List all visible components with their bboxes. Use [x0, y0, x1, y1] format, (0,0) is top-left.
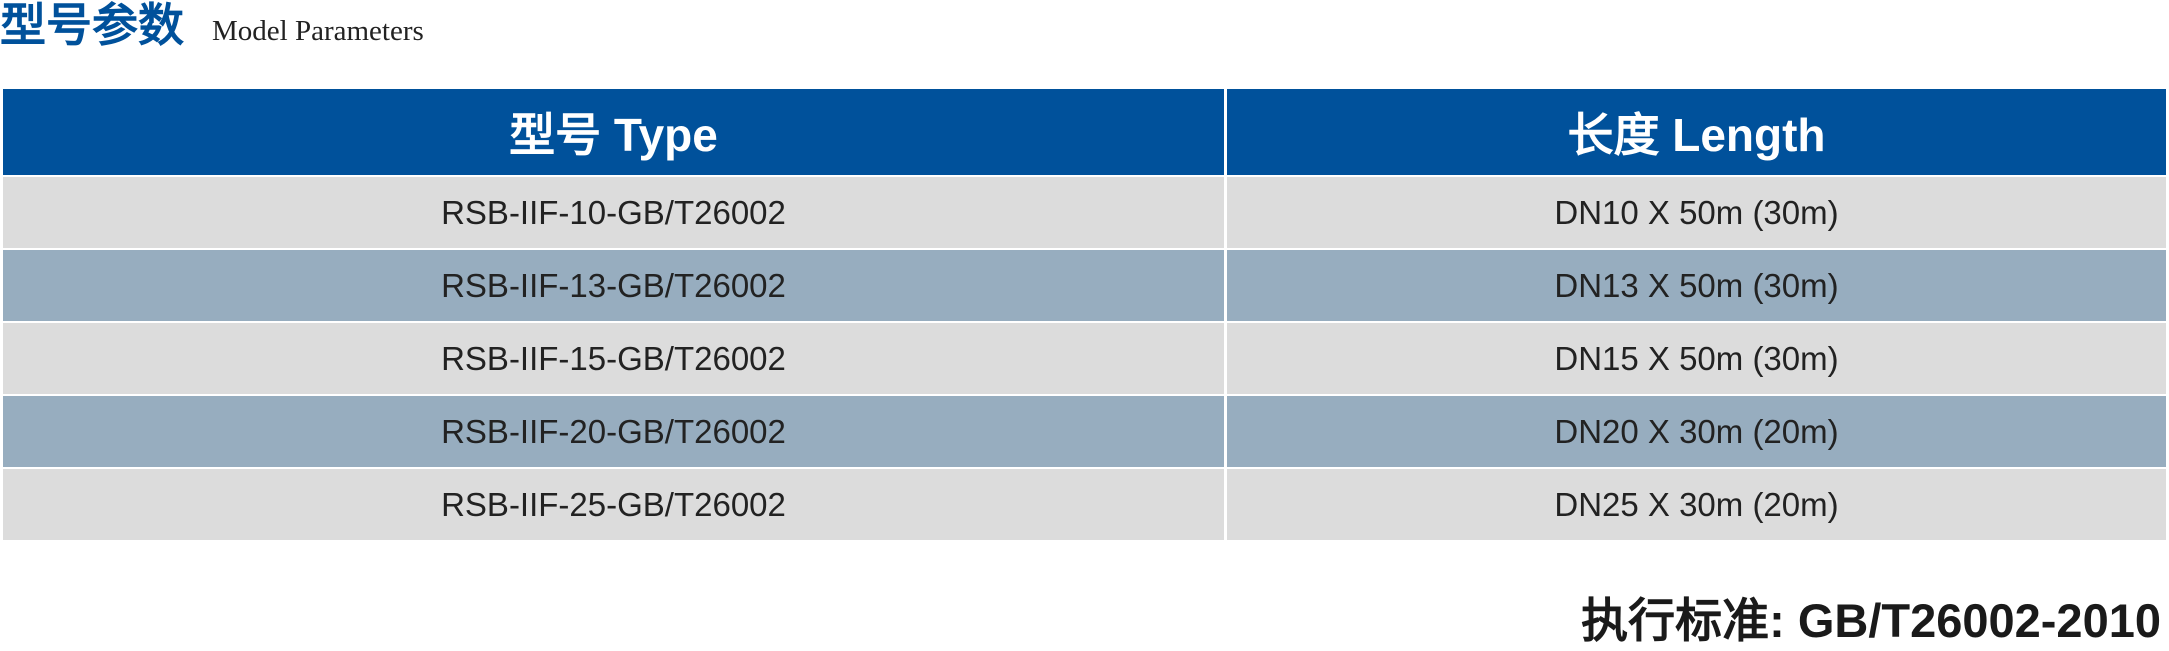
table-cell: RSB-IIF-10-GB/T26002	[3, 177, 1227, 248]
table-row: RSB-IIF-20-GB/T26002 DN20 X 30m (20m)	[3, 396, 2166, 469]
table-row: RSB-IIF-10-GB/T26002 DN10 X 50m (30m)	[3, 177, 2166, 250]
table-cell: DN15 X 50m (30m)	[1554, 339, 1839, 377]
table-row: RSB-IIF-25-GB/T26002 DN25 X 30m (20m)	[3, 469, 2166, 542]
table-cell: DN10 X 50m (30m)	[1554, 193, 1839, 231]
standard-note: 执行标准: GB/T26002-2010	[1581, 594, 2161, 647]
table-cell: DN20 X 30m (20m)	[1554, 412, 1839, 450]
header-row: 型号 Type 长度 Length	[3, 89, 2166, 177]
parameter-table: 型号 Type 长度 Length RSB-IIF-10-GB/T26002 DN10…	[3, 89, 2166, 542]
table-row: RSB-IIF-15-GB/T26002 DN15 X 50m (30m)	[3, 323, 2166, 396]
header-cell: 型号 Type	[3, 89, 1227, 175]
table-cell: DN13 X 50m (30m)	[1554, 266, 1839, 304]
table-cell: RSB-IIF-13-GB/T26002	[3, 250, 1227, 321]
title-block: 型号参数 Model Parameters	[0, 0, 424, 48]
subtitle: Model Parameters	[212, 15, 424, 47]
table-cell: RSB-IIF-15-GB/T26002	[3, 323, 1227, 394]
table-cell: RSB-IIF-20-GB/T26002	[3, 396, 1227, 467]
table-row: RSB-IIF-13-GB/T26002 DN13 X 50m (30m)	[3, 250, 2166, 323]
table-cell: RSB-IIF-25-GB/T26002	[3, 469, 1227, 540]
title: 型号参数	[0, 0, 184, 51]
header-cell: 长度 Length	[1567, 109, 1826, 161]
table-cell: DN25 X 30m (20m)	[1554, 485, 1839, 523]
